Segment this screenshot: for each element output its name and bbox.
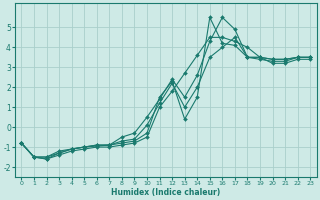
X-axis label: Humidex (Indice chaleur): Humidex (Indice chaleur)	[111, 188, 220, 197]
